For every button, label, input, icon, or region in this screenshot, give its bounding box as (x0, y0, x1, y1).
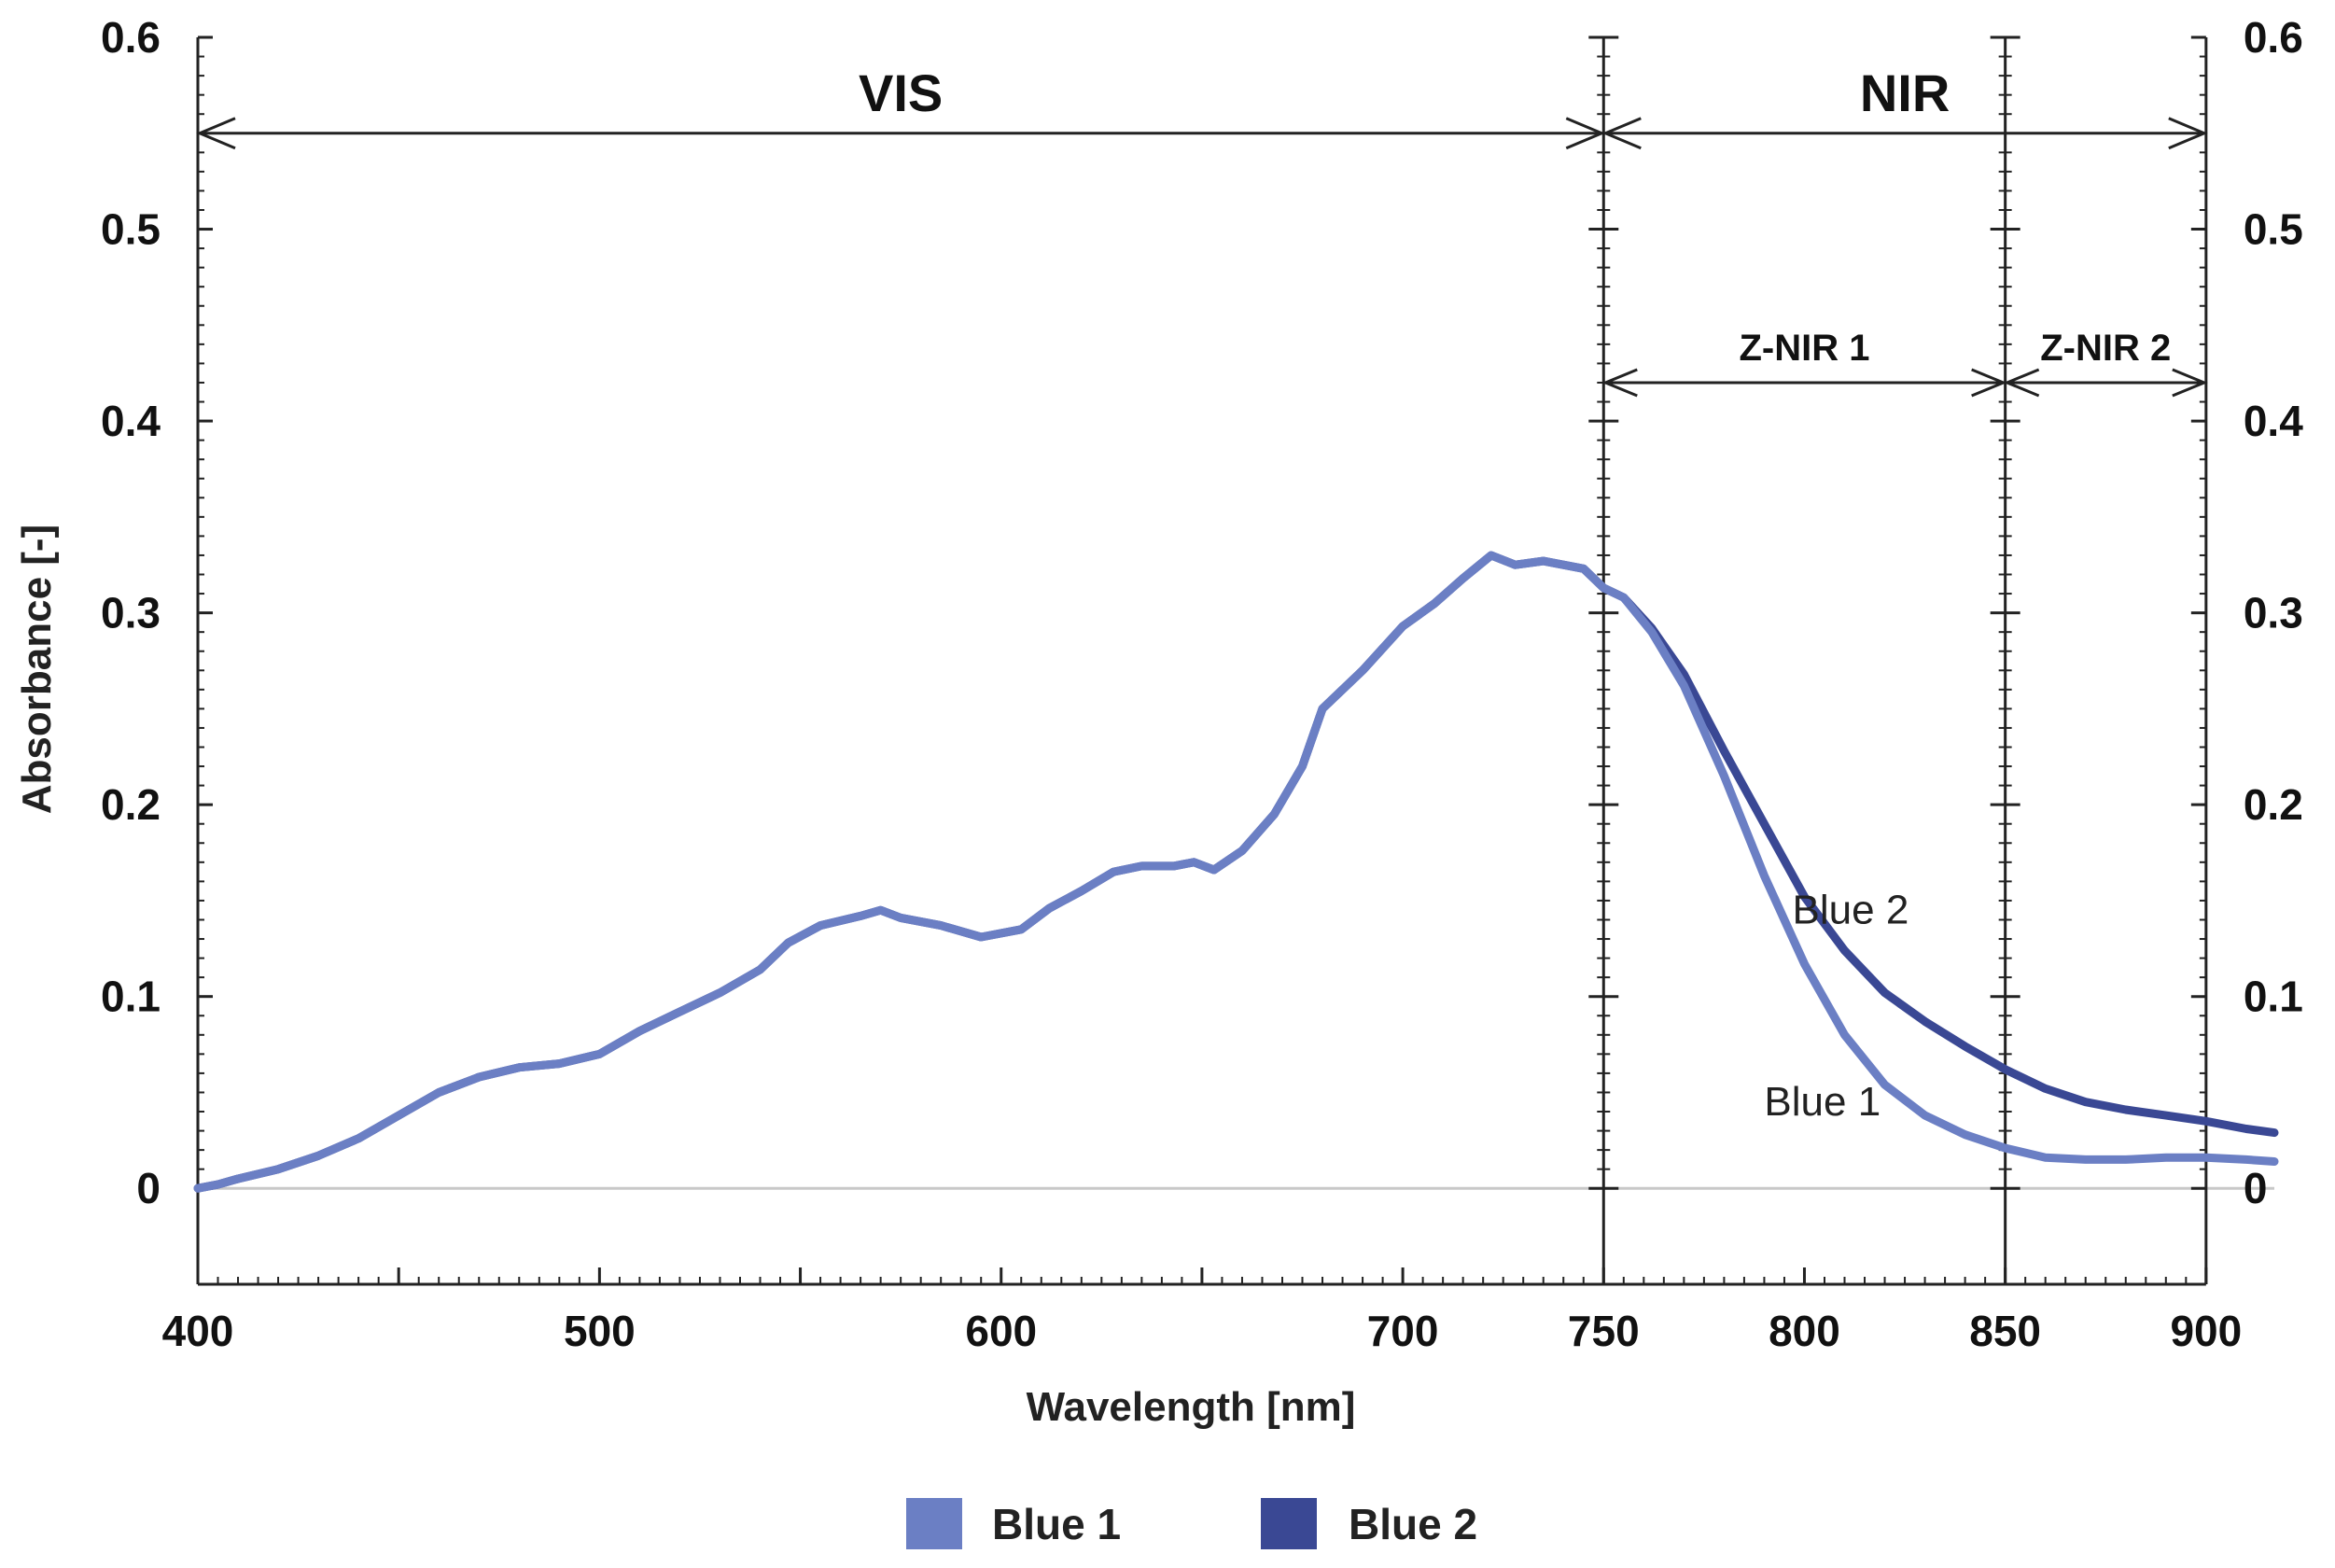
region-annotations: VIS NIR Z-NIR 1 Z-NIR 2 (196, 63, 2208, 398)
region-nir-label: NIR (1860, 63, 1950, 122)
legend-swatch-blue-1 (906, 1498, 962, 1549)
legend-label-blue-2: Blue 2 (1349, 1500, 1477, 1548)
curve-label-blue-2: Blue 2 (1793, 888, 1909, 933)
axes-group: 0 0 0.1 0.1 0.2 0.2 0.3 0.3 0.4 0.4 0.5 0.5 0.6 0.6 40… (101, 13, 2303, 1355)
y-tick-label-left: 0.5 (101, 205, 161, 254)
x-tick-label: 700 (1367, 1307, 1439, 1355)
y-axis-title: Absorbance [-] (14, 525, 60, 814)
y-tick-label-left: 0.1 (101, 973, 161, 1021)
region-z-nir-2-label: Z-NIR 2 (2040, 328, 2171, 369)
legend-label-blue-1: Blue 1 (992, 1500, 1121, 1548)
x-axis-title: Wavelength [nm] (1027, 1384, 1356, 1430)
region-vis-label: VIS (859, 63, 943, 122)
curve-labels: Blue 2 Blue 1 (1764, 888, 1909, 1126)
region-nir-arrow-head-right (2168, 117, 2208, 150)
region-vis-arrow-head-right (1565, 117, 1606, 150)
x-tick-label: 850 (1969, 1307, 2041, 1355)
region-z-nir-2-arrow-head-right (2172, 368, 2208, 398)
y-tick-label-right: 0.6 (2244, 13, 2303, 62)
x-tick-label: 500 (564, 1307, 636, 1355)
legend-swatch-blue-2 (1261, 1498, 1317, 1549)
region-vis-arrow-head-left (196, 117, 236, 150)
y-tick-label-left: 0.4 (101, 397, 161, 445)
y-tick-label-left: 0.3 (101, 589, 161, 637)
x-tick-label: 900 (2170, 1307, 2242, 1355)
x-tick-label: 750 (1568, 1307, 1640, 1355)
region-z-nir-2-arrow-head-left (2003, 368, 2040, 398)
y-tick-label-left: 0 (136, 1164, 161, 1212)
y-tick-label-right: 0.4 (2244, 397, 2303, 445)
region-z-nir-1-label: Z-NIR 1 (1739, 328, 1869, 369)
y-tick-label-left: 0.2 (101, 780, 161, 829)
region-nir-arrow-head-left (1601, 117, 1642, 150)
series-line-blue-1 (193, 551, 2279, 1193)
y-tick-label-right: 0 (2244, 1164, 2268, 1212)
x-tick-label: 400 (162, 1307, 234, 1355)
legend: Blue 1 Blue 2 (906, 1498, 1477, 1549)
region-z-nir-1-arrow-head-left (1601, 368, 1638, 398)
y-tick-label-right: 0.1 (2244, 973, 2303, 1021)
y-tick-label-right: 0.2 (2244, 780, 2303, 829)
divider-lines (1601, 37, 2007, 1284)
y-tick-label-left: 0.6 (101, 13, 161, 62)
y-tick-label-right: 0.3 (2244, 589, 2303, 637)
region-z-nir-1-arrow-head-right (1971, 368, 2007, 398)
x-tick-label: 600 (965, 1307, 1037, 1355)
curve-label-blue-1: Blue 1 (1764, 1079, 1881, 1125)
y-tick-label-right: 0.5 (2244, 205, 2303, 254)
x-tick-label: 800 (1769, 1307, 1840, 1355)
series-group (193, 551, 2279, 1193)
